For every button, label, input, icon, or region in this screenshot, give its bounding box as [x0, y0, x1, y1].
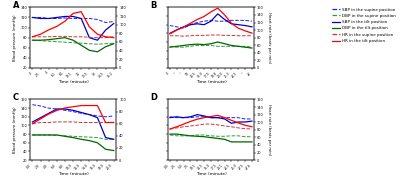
Y-axis label: Heart rate (beats per min): Heart rate (beats per min) — [266, 104, 270, 155]
Text: C: C — [13, 93, 19, 102]
X-axis label: Time (minute): Time (minute) — [196, 172, 226, 176]
Y-axis label: Blood pressure (mmHg): Blood pressure (mmHg) — [14, 107, 18, 153]
Text: D: D — [151, 93, 158, 102]
X-axis label: Time (minute): Time (minute) — [58, 172, 88, 176]
X-axis label: Time (minute): Time (minute) — [196, 80, 226, 84]
X-axis label: Time (minute): Time (minute) — [58, 80, 88, 84]
Text: A: A — [13, 1, 19, 10]
Y-axis label: Blood pressure (mmHg): Blood pressure (mmHg) — [14, 14, 18, 61]
Text: B: B — [151, 1, 157, 10]
Legend: SBP in the supine position, DBP in the supine position, SBP in the tilt position: SBP in the supine position, DBP in the s… — [332, 8, 396, 43]
Y-axis label: Heart rate (beats per min): Heart rate (beats per min) — [266, 12, 270, 63]
